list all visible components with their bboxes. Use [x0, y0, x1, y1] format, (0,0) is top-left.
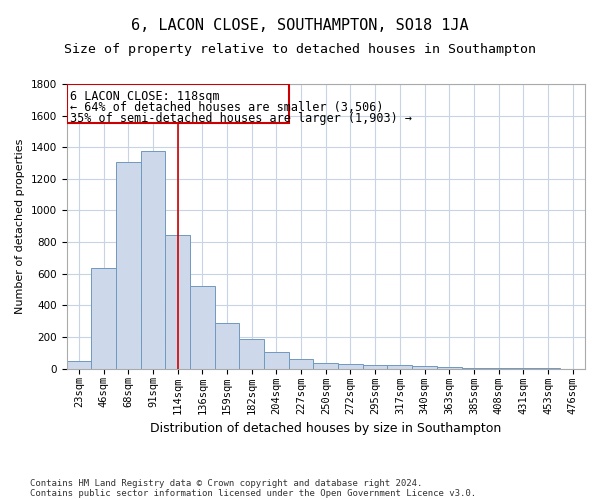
Text: Size of property relative to detached houses in Southampton: Size of property relative to detached ho…: [64, 42, 536, 56]
Text: 35% of semi-detached houses are larger (1,903) →: 35% of semi-detached houses are larger (…: [70, 112, 412, 124]
Bar: [264, 352, 289, 368]
Bar: [116, 162, 140, 368]
Bar: [91, 268, 116, 368]
Bar: [313, 363, 338, 368]
Text: Contains public sector information licensed under the Open Government Licence v3: Contains public sector information licen…: [30, 488, 476, 498]
Y-axis label: Number of detached properties: Number of detached properties: [15, 138, 25, 314]
Bar: [412, 366, 437, 368]
Bar: [363, 364, 388, 368]
Bar: [388, 366, 412, 368]
Bar: [165, 235, 190, 368]
Text: 6, LACON CLOSE, SOUTHAMPTON, SO18 1JA: 6, LACON CLOSE, SOUTHAMPTON, SO18 1JA: [131, 18, 469, 32]
Bar: [437, 367, 461, 368]
Bar: [190, 286, 215, 368]
Bar: [215, 322, 239, 368]
Bar: [289, 359, 313, 368]
Bar: [67, 360, 91, 368]
Text: Contains HM Land Registry data © Crown copyright and database right 2024.: Contains HM Land Registry data © Crown c…: [30, 478, 422, 488]
FancyBboxPatch shape: [67, 84, 289, 122]
Text: ← 64% of detached houses are smaller (3,506): ← 64% of detached houses are smaller (3,…: [70, 100, 384, 114]
Bar: [140, 151, 165, 368]
Text: 6 LACON CLOSE: 118sqm: 6 LACON CLOSE: 118sqm: [70, 90, 220, 102]
Bar: [338, 364, 363, 368]
Bar: [239, 340, 264, 368]
X-axis label: Distribution of detached houses by size in Southampton: Distribution of detached houses by size …: [150, 422, 502, 435]
